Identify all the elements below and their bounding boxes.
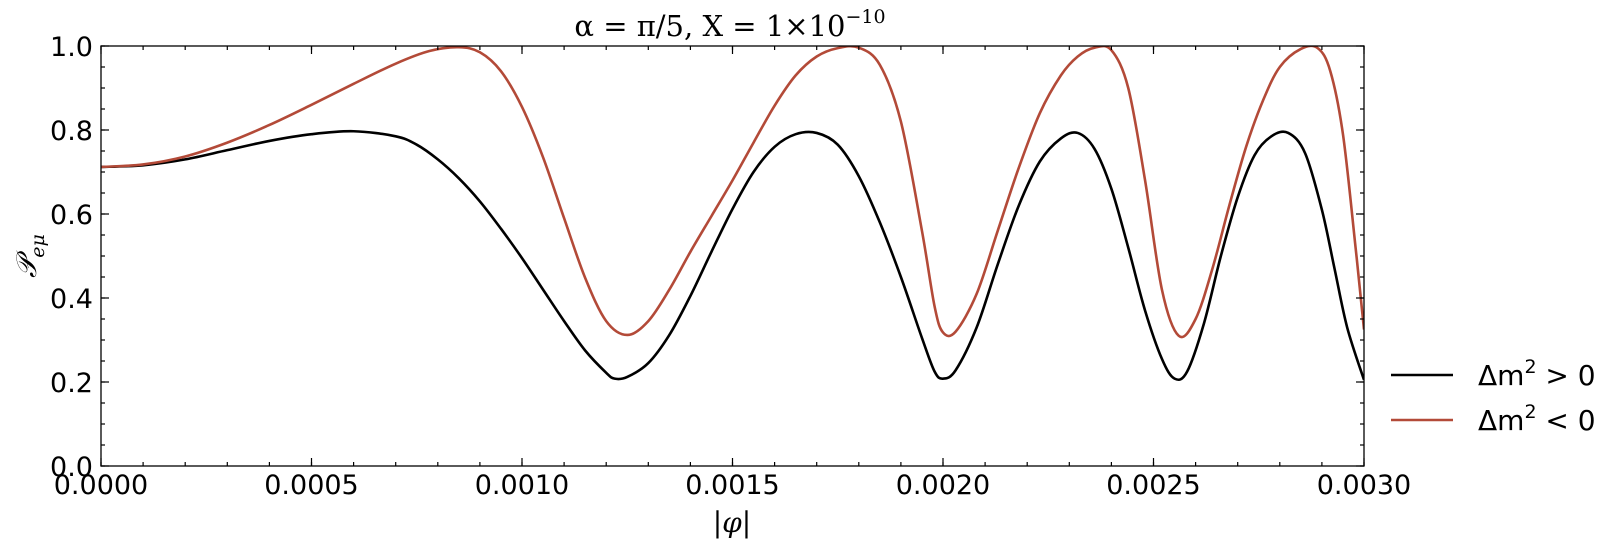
plot-frame — [100, 45, 1365, 467]
y-axis-label: 𝒫eμ — [10, 234, 49, 278]
chart-title-main: α = π/5, X = 1×10 — [574, 9, 845, 43]
y-tick-label: 0.4 — [50, 284, 93, 315]
legend-label-positive-sup: 2 — [1524, 356, 1536, 378]
series-line-0 — [101, 129, 1364, 382]
series-layer — [101, 46, 1364, 382]
x-tick-label: 0.0000 — [54, 470, 148, 501]
legend-label-negative-rest: < 0 — [1537, 404, 1596, 437]
y-tick-label: 1.0 — [50, 32, 93, 63]
y-axis-label-subscript: eμ — [27, 234, 49, 258]
x-tick-label: 0.0025 — [1106, 470, 1200, 501]
y-tick-label: 0.0 — [50, 452, 93, 483]
x-tick-label: 0.0015 — [685, 470, 779, 501]
legend-label-positive: Δm2 > 0 — [1478, 356, 1596, 392]
ticks-layer: 0.0000 0.0005 0.0010 0.0015 0.0020 0.0025 0.00… — [50, 32, 1411, 501]
legend-label-negative-main: Δm — [1478, 404, 1524, 437]
x-axis-label: |φ| — [713, 506, 751, 539]
legend-label-negative-sup: 2 — [1524, 401, 1536, 423]
x-tick-label: 0.0010 — [475, 470, 569, 501]
chart-title-exponent: −10 — [845, 6, 885, 28]
legend-label-positive-rest: > 0 — [1537, 359, 1596, 392]
x-tick-label: 0.0030 — [1317, 470, 1411, 501]
x-tick-label: 0.0020 — [896, 470, 990, 501]
legend: Δm2 > 0 Δm2 < 0 — [1391, 356, 1596, 437]
legend-label-negative: Δm2 < 0 — [1478, 401, 1596, 437]
chart-title: α = π/5, X = 1×10−10 — [574, 6, 885, 43]
y-tick-label: 0.6 — [50, 200, 93, 231]
series-line-1 — [101, 46, 1364, 339]
x-tick-label: 0.0005 — [264, 470, 358, 501]
y-tick-label: 0.8 — [50, 116, 93, 147]
y-tick-label: 0.2 — [50, 368, 93, 399]
legend-label-positive-main: Δm — [1478, 359, 1524, 392]
